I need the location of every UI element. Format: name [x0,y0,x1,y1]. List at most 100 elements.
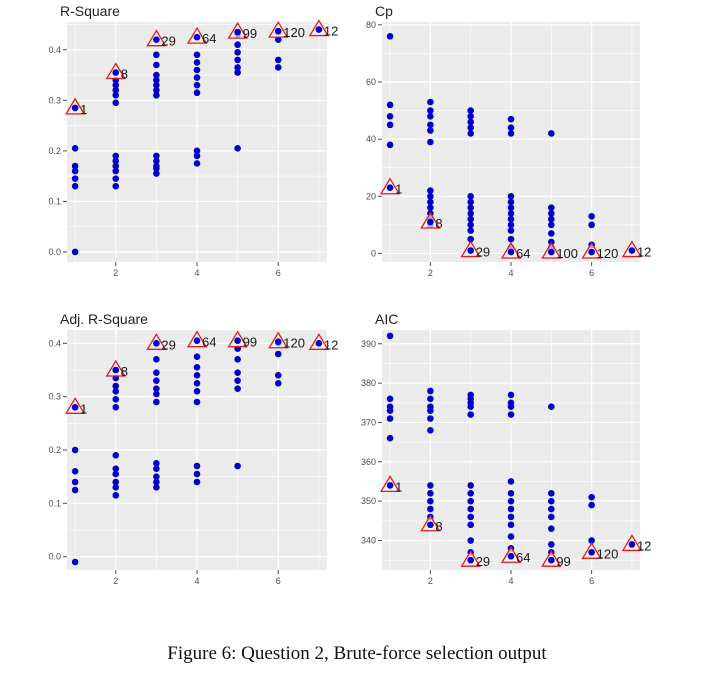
chart2-data-point [71,486,79,494]
chart1-data-point [507,221,515,229]
chart2-best-model-label: 64 [202,335,216,350]
chart2-x-tick-label: 2 [113,576,118,586]
chart3-data-point [507,478,515,485]
chart0-data-point [71,145,79,152]
chart3-data-point [507,399,515,407]
chart3-data-point [548,513,555,521]
chart2-best-model-label: 1 [80,401,87,416]
chart0-data-point [153,91,160,99]
chart0-data-point [112,182,120,190]
chart1-x-tick-label: 6 [589,268,594,278]
chart2-data-point [112,382,120,390]
chart2-best-model-point [315,340,323,347]
chart3-data-point [507,497,515,505]
chart1-data-point [507,204,515,212]
chart1-data-point [427,127,434,134]
chart3-data-point [467,521,474,529]
chart2-data-point [274,380,282,387]
chart0-data-point [193,66,201,74]
chart3-data-point [386,415,394,422]
chart0-data-point [153,162,160,170]
chart1-data-point [548,210,555,217]
chart1-y-tick-label: 40 [366,134,376,144]
chart3-data-point [386,395,394,403]
chart1-best-model-label: 120 [597,246,619,261]
chart3-data-point [467,505,474,513]
chart1-data-point [467,204,474,212]
chart2-best-model-point [193,337,201,344]
chart2-x-tick-label: 4 [194,576,199,586]
chart2-data-point [153,390,160,398]
chart2-data-point [71,468,79,475]
chart0-data-point [193,160,201,167]
chart3-best-model-point [588,548,595,556]
chart3-data-point [427,415,434,422]
chart3-x-tick-label: 4 [508,576,513,586]
chart2-y-tick-label: 0.0 [48,552,61,562]
chart0-data-point [153,157,160,165]
chart0-best-model-point [274,27,282,35]
chart0-data-point [153,71,160,79]
chart3-y-tick-label: 380 [361,378,376,388]
chart2-data-point [234,462,241,470]
chart0-y-tick-label: 0.2 [48,146,61,156]
chart2-data-point [153,473,160,480]
chart3-data-point [588,537,595,544]
chart1-data-point [507,192,515,200]
chart1-best-model-label: 1 [395,182,402,197]
chart3-data-point [548,541,555,548]
chart2-data-point [153,460,160,467]
chart1-x-tick-label: 4 [508,268,513,278]
chart2-data-point [193,380,201,387]
chart3-data-point [427,482,434,489]
chart2-best-model-label: 8 [121,364,128,379]
chart2-data-point [153,398,160,406]
chart1-data-point [386,121,394,129]
chart0-data-point [153,86,160,94]
chart2-best-model-label: 12 [324,337,338,352]
chart3-best-model-label: 1 [395,479,402,494]
chart1-y-tick-label: 0 [371,248,376,258]
chart3-data-point [548,489,555,497]
chart0-data-point [153,81,160,89]
r-square-panel: R-Square 2 4 6 0.0 0.1 0.2 0.3 0.4 1 8 29 64 99 120 12 [48,3,338,278]
chart0-y-tick-label: 0.4 [48,45,61,55]
chart3-best-model-point [628,541,636,548]
chart2-title: Adj. R-Square [60,311,148,327]
chart1-best-model-point [427,218,434,226]
chart1-data-point [467,112,474,120]
chart3-data-point [386,332,394,340]
chart3-best-model-point [386,482,394,489]
chart2-data-point [193,364,201,371]
chart1-data-point [507,227,515,234]
chart0-best-model-label: 8 [121,67,128,82]
chart3-data-point [427,395,434,403]
chart0-best-model-point [315,26,323,33]
chart0-data-point [193,51,201,59]
chart1-data-point [427,107,434,114]
chart3-data-point [427,497,434,505]
chart0-y-tick-label: 0.0 [48,247,61,257]
chart3-data-point [548,505,555,513]
chart1-data-point [427,198,434,206]
chart1-data-point [467,227,474,234]
chart1-data-point [548,204,555,212]
chart1-data-point [386,101,394,109]
chart1-data-point [467,192,474,200]
chart3-data-point [588,501,595,509]
chart0-data-point [153,61,160,69]
chart1-data-point [386,112,394,120]
chart0-best-model-point [112,69,120,76]
chart1-data-point [507,130,515,137]
chart1-y-tick-label: 20 [366,191,376,201]
chart1-data-point [507,210,515,217]
chart2-data-point [112,396,120,403]
chart1-data-point [507,215,515,223]
chart1-x-tick-label: 2 [428,268,433,278]
chart3-title: AIC [375,311,398,327]
figure-caption: Figure 6: Question 2, Brute-force select… [167,643,547,664]
chart1-data-point [467,210,474,217]
chart3-data-point [507,391,515,399]
chart3-data-point [507,505,515,513]
chart3-data-point [588,493,595,501]
